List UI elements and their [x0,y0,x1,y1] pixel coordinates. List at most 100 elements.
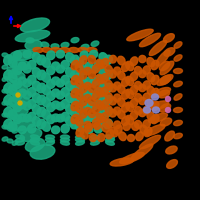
Ellipse shape [143,93,150,101]
Ellipse shape [51,44,59,49]
Ellipse shape [143,106,150,114]
Ellipse shape [16,135,24,139]
Ellipse shape [8,85,17,95]
Ellipse shape [37,107,46,117]
Ellipse shape [71,38,79,43]
Ellipse shape [80,110,87,118]
Ellipse shape [37,95,46,105]
Ellipse shape [160,118,172,126]
Ellipse shape [118,56,125,65]
Ellipse shape [12,57,18,61]
Ellipse shape [81,44,89,50]
Ellipse shape [101,87,108,96]
Ellipse shape [80,98,87,106]
Ellipse shape [85,89,93,97]
Ellipse shape [84,121,91,129]
Ellipse shape [88,109,96,118]
Ellipse shape [84,107,91,115]
Ellipse shape [61,60,69,69]
Ellipse shape [130,111,138,120]
Ellipse shape [66,68,74,77]
Ellipse shape [66,105,74,114]
Ellipse shape [23,91,31,99]
Ellipse shape [42,97,50,107]
Ellipse shape [96,59,104,69]
Ellipse shape [71,60,79,70]
Ellipse shape [94,100,103,108]
Ellipse shape [120,152,144,164]
Ellipse shape [25,40,42,50]
Ellipse shape [37,119,46,129]
Ellipse shape [56,114,64,122]
Ellipse shape [127,29,153,41]
Ellipse shape [90,102,98,110]
Ellipse shape [80,71,87,79]
Ellipse shape [47,66,55,75]
Ellipse shape [160,104,171,112]
Ellipse shape [104,55,112,65]
Ellipse shape [31,141,39,145]
Ellipse shape [104,70,112,80]
Ellipse shape [99,93,108,103]
Ellipse shape [96,74,104,84]
Ellipse shape [101,100,108,109]
Ellipse shape [105,119,112,128]
Ellipse shape [166,97,170,102]
Ellipse shape [126,76,134,86]
Ellipse shape [174,120,182,126]
Ellipse shape [10,50,35,60]
Ellipse shape [109,84,117,92]
Ellipse shape [90,65,98,73]
Ellipse shape [32,93,41,103]
Ellipse shape [75,104,83,113]
Ellipse shape [13,66,22,75]
Ellipse shape [42,85,50,95]
Ellipse shape [174,94,182,100]
Ellipse shape [75,91,83,100]
Ellipse shape [12,129,18,133]
Ellipse shape [109,109,117,117]
Ellipse shape [118,85,125,94]
Ellipse shape [16,93,20,97]
Ellipse shape [12,105,18,109]
Ellipse shape [88,55,96,64]
Ellipse shape [52,62,60,70]
Ellipse shape [151,101,159,111]
Ellipse shape [66,93,74,103]
Ellipse shape [122,77,129,87]
Ellipse shape [174,81,182,87]
Ellipse shape [7,91,13,95]
Ellipse shape [145,124,165,136]
Ellipse shape [99,117,108,126]
Ellipse shape [15,30,50,42]
Ellipse shape [66,53,74,62]
Ellipse shape [18,89,26,97]
Ellipse shape [32,53,41,62]
Ellipse shape [149,113,167,123]
Ellipse shape [20,129,42,141]
Ellipse shape [71,75,79,85]
Ellipse shape [70,95,79,105]
Ellipse shape [46,135,54,139]
Ellipse shape [8,110,17,119]
Ellipse shape [130,72,138,81]
Ellipse shape [127,134,135,142]
Ellipse shape [69,47,79,53]
Ellipse shape [13,115,22,124]
Ellipse shape [130,98,138,107]
Ellipse shape [46,141,54,145]
Ellipse shape [102,123,109,132]
Ellipse shape [75,85,84,95]
Ellipse shape [52,126,60,134]
Ellipse shape [61,138,69,142]
Ellipse shape [61,135,69,139]
Ellipse shape [134,107,142,115]
Ellipse shape [174,68,182,74]
Ellipse shape [92,105,100,114]
Ellipse shape [80,66,88,75]
Ellipse shape [37,83,46,93]
Ellipse shape [61,42,69,48]
Ellipse shape [10,108,28,116]
Ellipse shape [32,117,41,126]
Ellipse shape [7,67,13,71]
